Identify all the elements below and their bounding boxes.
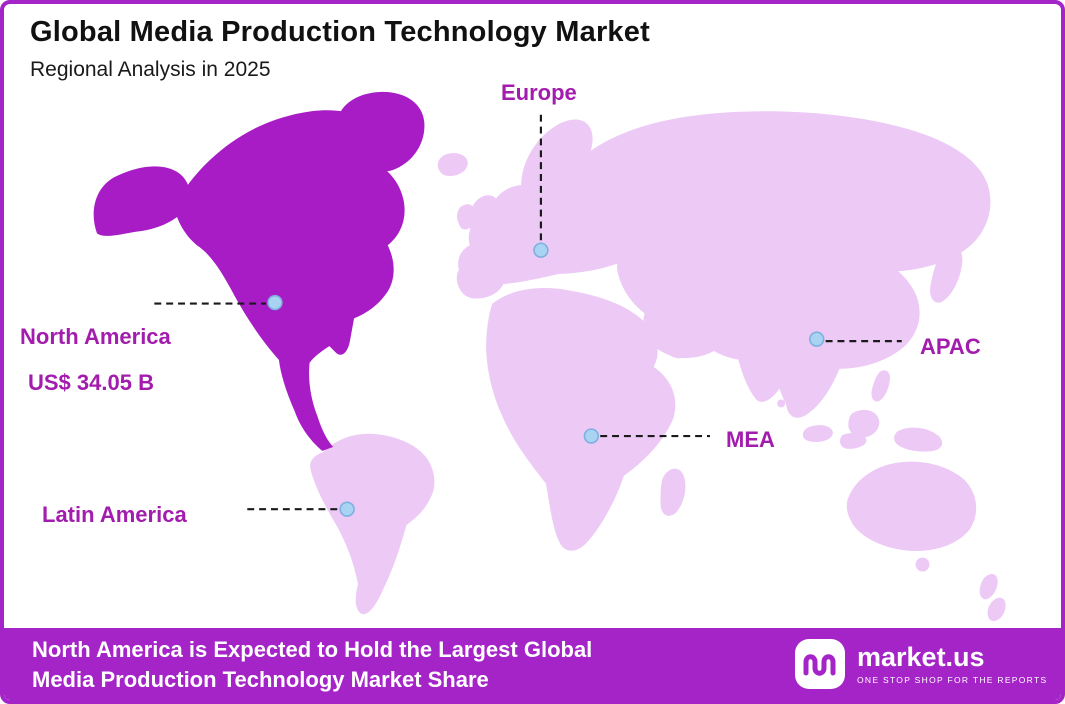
page-title: Global Media Production Technology Marke… bbox=[30, 16, 650, 48]
marker-latin-america bbox=[339, 501, 355, 517]
region-label-europe: Europe bbox=[501, 80, 577, 105]
continent-australia bbox=[846, 461, 977, 552]
island-great-britain bbox=[468, 195, 500, 241]
island-tasmania bbox=[915, 557, 930, 572]
island-sri-lanka bbox=[777, 399, 786, 408]
region-alaska bbox=[93, 166, 190, 236]
marker-apac bbox=[809, 331, 825, 347]
island-japan bbox=[930, 242, 963, 303]
marketus-logo-icon bbox=[795, 639, 845, 689]
island-sumatra bbox=[802, 425, 833, 442]
marker-europe bbox=[533, 242, 549, 258]
island-new-zealand-north bbox=[979, 573, 998, 600]
footer-note-line2: Media Production Technology Market Share bbox=[32, 667, 489, 692]
world-map bbox=[93, 91, 1006, 622]
markers bbox=[267, 242, 825, 517]
island-ireland bbox=[457, 204, 476, 230]
marketus-logo: market.us ONE STOP SHOP FOR THE REPORTS bbox=[794, 638, 1047, 690]
region-kamchatka bbox=[938, 158, 978, 251]
marker-north-america bbox=[267, 294, 283, 311]
region-iberia bbox=[456, 259, 505, 299]
region-label-latin-america: Latin America bbox=[42, 502, 187, 527]
island-iceland bbox=[437, 153, 468, 177]
region-label-apac: APAC bbox=[920, 334, 981, 359]
brand-text: market.us ONE STOP SHOP FOR THE REPORTS bbox=[857, 641, 1048, 685]
footer-note-line1: North America is Expected to Hold the La… bbox=[32, 637, 593, 662]
continent-north-america bbox=[174, 110, 405, 451]
region-arabia bbox=[655, 297, 710, 359]
island-new-guinea bbox=[894, 427, 943, 452]
region-label-mea: MEA bbox=[726, 427, 775, 452]
footer-banner: North America is Expected to Hold the La… bbox=[4, 628, 1061, 700]
region-south-asia bbox=[617, 233, 920, 418]
region-scandinavia bbox=[521, 119, 593, 216]
island-new-zealand-south bbox=[987, 597, 1006, 622]
island-philippines bbox=[871, 370, 891, 402]
base-regions bbox=[310, 111, 1006, 622]
region-india bbox=[736, 329, 789, 402]
leader-lines bbox=[154, 114, 902, 511]
footer-note: North America is Expected to Hold the La… bbox=[32, 635, 592, 695]
page-subtitle: Regional Analysis in 2025 bbox=[30, 58, 271, 81]
brand-tagline: ONE STOP SHOP FOR THE REPORTS bbox=[857, 674, 1048, 685]
region-label-north-america: North America bbox=[20, 324, 171, 349]
brand-name: market.us bbox=[857, 641, 985, 672]
region-north-asia bbox=[561, 111, 991, 274]
island-madagascar bbox=[660, 468, 686, 516]
continent-south-america bbox=[310, 433, 435, 615]
header: Global Media Production Technology Marke… bbox=[30, 16, 650, 82]
island-borneo bbox=[848, 409, 880, 438]
highlight-region-north-america bbox=[93, 91, 425, 451]
continent-africa bbox=[486, 288, 676, 551]
region-value-north-america: US$ 34.05 B bbox=[28, 370, 154, 395]
marker-mea bbox=[583, 428, 600, 444]
